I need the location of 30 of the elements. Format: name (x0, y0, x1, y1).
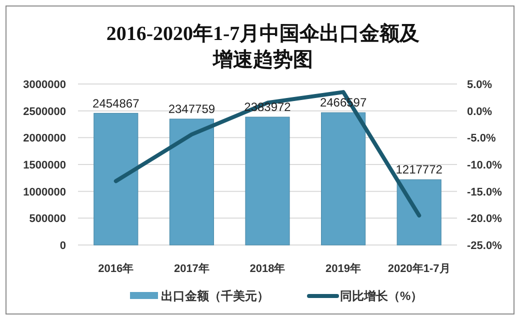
y2-tick-label: -25.0% (467, 240, 502, 252)
x-tick-label: 2020年1-7月 (388, 262, 450, 275)
y2-tick-label: -5.0% (467, 132, 496, 145)
data-label: 2347759 (168, 102, 216, 116)
y2-tick-label: 5.0% (467, 79, 492, 91)
data-label: 1217772 (396, 162, 443, 177)
data-label: 2454867 (92, 96, 140, 110)
x-tick-label: 2018年 (250, 262, 286, 275)
y-tick-label: 2000000 (23, 132, 66, 145)
y-tick-label: 2500000 (23, 106, 66, 118)
bar (94, 112, 138, 246)
y-tick-label: 0 (60, 240, 66, 252)
legend-label: 同比增长（%） (340, 289, 423, 303)
y-tick-label: 1500000 (23, 160, 66, 172)
bar (396, 179, 442, 246)
x-tick-label: 2016年 (98, 262, 134, 275)
bar (169, 118, 214, 246)
bar (245, 116, 290, 246)
bar (321, 112, 366, 246)
y2-tick-label: 0.0% (467, 106, 492, 118)
y-tick-label: 1000000 (23, 186, 66, 198)
y2-tick-label: -20.0% (467, 213, 502, 226)
y2-tick-label: -15.0% (467, 186, 502, 198)
y2-tick-label: -10.0% (467, 160, 502, 172)
x-tick-label: 2017年 (174, 262, 210, 275)
y-tick-label: 3000000 (23, 79, 66, 91)
chart-title: 2016-2020年1-7月中国伞出口金额及增速趋势图 (106, 22, 420, 71)
legend-label: 出口金额（千美元） (161, 289, 269, 303)
x-tick-label: 2019年 (326, 262, 362, 275)
y-tick-label: 500000 (29, 213, 66, 226)
